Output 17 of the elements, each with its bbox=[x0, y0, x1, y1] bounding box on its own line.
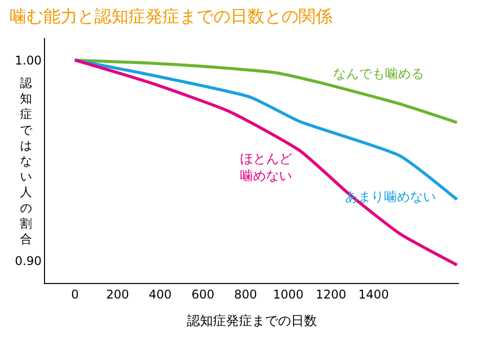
series-label: なんでも噛める bbox=[333, 67, 424, 82]
x-tick-label: 0 bbox=[71, 287, 79, 302]
x-tick-label: 400 bbox=[148, 287, 172, 302]
x-tick-label: 1200 bbox=[316, 287, 346, 302]
series-label: ほとんど噛めない bbox=[240, 152, 292, 184]
x-tick-label: 600 bbox=[191, 287, 214, 302]
y-tick-label: 1.00 bbox=[14, 53, 42, 68]
y-tick-label: 0.90 bbox=[14, 254, 42, 268]
x-axis-title: 認知症発症までの日数 bbox=[187, 314, 317, 329]
chart-title: 噛む能力と認知症発症までの日数との関係 bbox=[10, 7, 333, 28]
x-tick-label: 1400 bbox=[358, 287, 389, 302]
x-tick-label: 200 bbox=[106, 287, 130, 302]
text: 認知症ではない人の割合 bbox=[20, 76, 32, 246]
line-series bbox=[73, 58, 458, 124]
x-tick-label: 1000 bbox=[273, 287, 304, 302]
x-tick-label: 800 bbox=[234, 287, 258, 302]
line-series bbox=[73, 58, 458, 266]
